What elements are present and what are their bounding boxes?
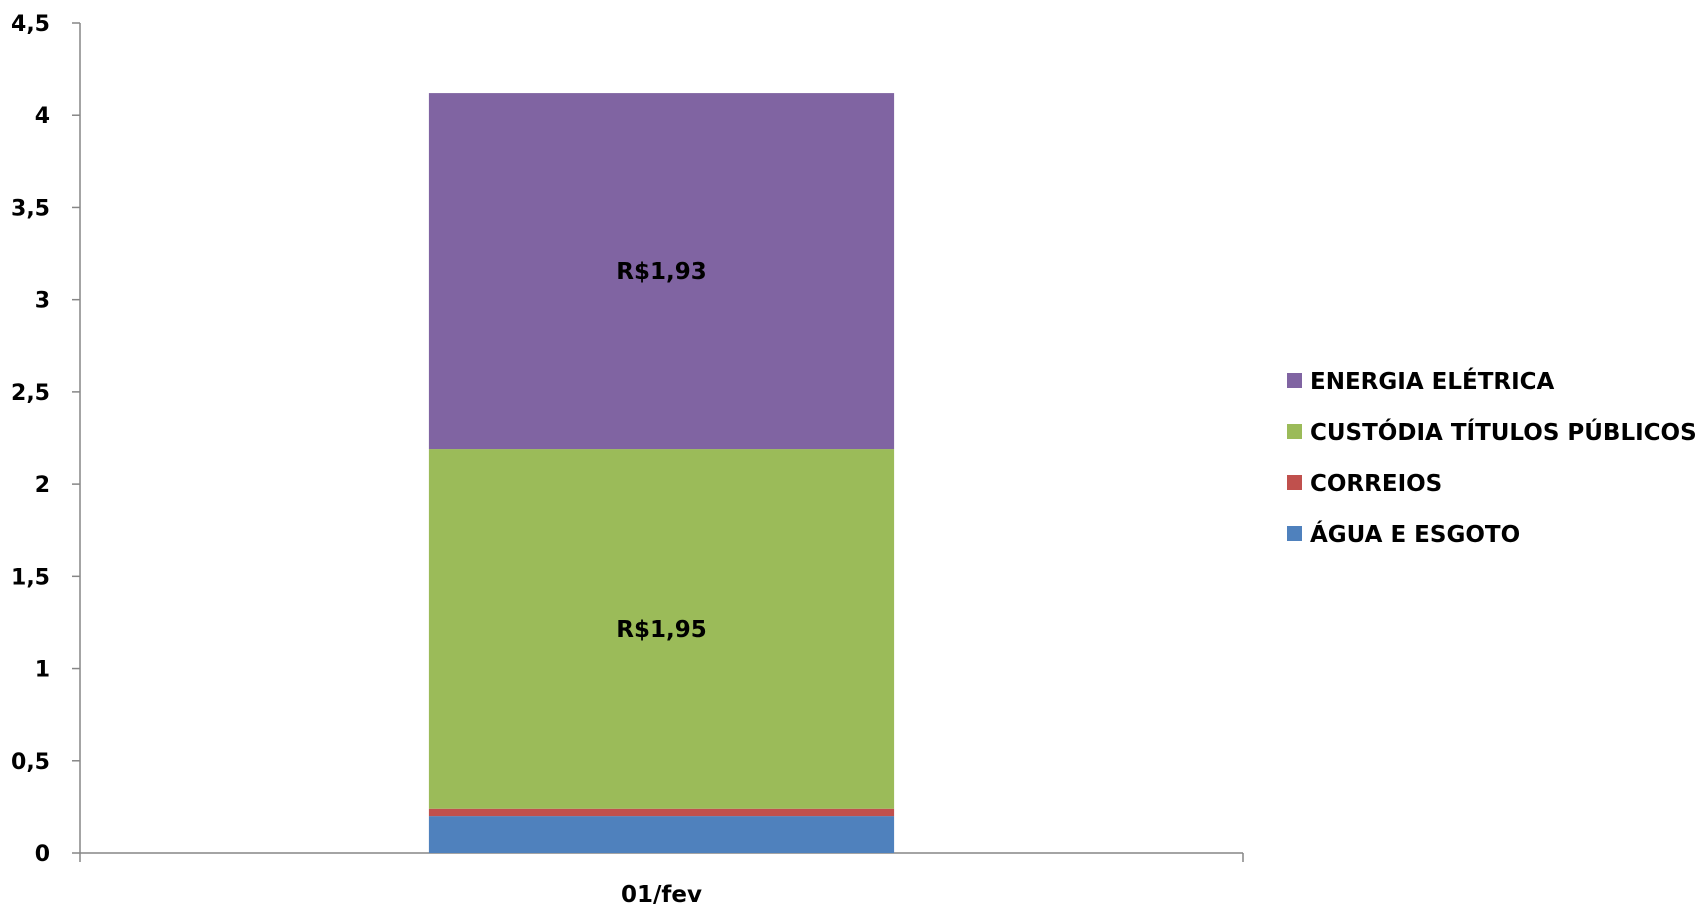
y-tick-label: 0 bbox=[35, 842, 50, 867]
legend-swatch bbox=[1287, 526, 1302, 541]
legend-entry-label: ÁGUA E ESGOTO bbox=[1310, 520, 1520, 548]
bar-stack bbox=[428, 93, 895, 853]
y-tick-label: 1,5 bbox=[11, 565, 50, 590]
bar-segment bbox=[428, 816, 895, 853]
y-tick-label: 3,5 bbox=[11, 196, 50, 221]
bar-segment bbox=[428, 808, 895, 817]
y-tick-label: 3 bbox=[35, 289, 50, 314]
y-tick-label: 2,5 bbox=[11, 381, 50, 406]
legend-entry-label: ENERGIA ELÉTRICA bbox=[1310, 367, 1555, 395]
legend-swatch bbox=[1287, 475, 1302, 490]
legend-swatch bbox=[1287, 373, 1302, 388]
data-labels: R$1,95 R$1,93 bbox=[616, 259, 706, 643]
legend: ENERGIA ELÉTRICA CUSTÓDIA TÍTULOS PÚBLICO… bbox=[1287, 367, 1696, 548]
y-axis: 0 0,5 1 1,5 2 2,5 3 3,5 4 4,5 bbox=[11, 12, 81, 867]
y-tick-label: 4 bbox=[35, 104, 50, 129]
bar-segment bbox=[428, 93, 895, 450]
y-tick-label: 2 bbox=[35, 473, 50, 498]
bar-data-label: R$1,95 bbox=[616, 617, 706, 643]
legend-entry-label: CUSTÓDIA TÍTULOS PÚBLICOS bbox=[1310, 418, 1696, 446]
y-tick-label: 0,5 bbox=[11, 750, 50, 775]
y-tick-label: 4,5 bbox=[11, 12, 50, 37]
bar-segment bbox=[428, 449, 895, 809]
legend-entry-label: CORREIOS bbox=[1310, 471, 1442, 497]
x-category-label: 01/fev bbox=[621, 882, 702, 905]
bar-data-label: R$1,93 bbox=[616, 259, 706, 285]
y-tick-label: 1 bbox=[35, 658, 50, 683]
legend-swatch bbox=[1287, 424, 1302, 439]
x-axis: 01/fev bbox=[79, 852, 1244, 905]
